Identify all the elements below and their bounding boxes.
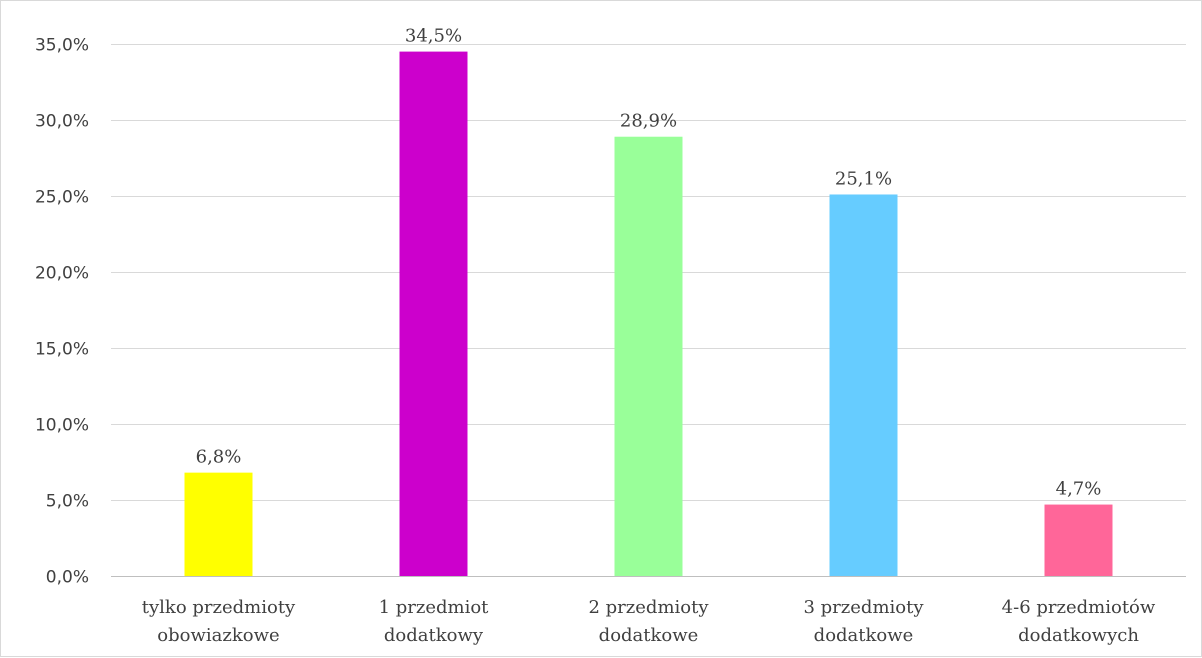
x-category-label: dodatkowy: [384, 625, 484, 646]
bar: [614, 136, 683, 576]
y-tick-label: 25,0%: [35, 188, 89, 208]
data-label: 34,5%: [405, 26, 462, 47]
y-tick-label: 30,0%: [35, 112, 89, 132]
x-category-label: obowiazkowe: [157, 625, 279, 646]
data-label: 6,8%: [196, 447, 242, 468]
x-category-label: dodatkowe: [599, 625, 699, 646]
data-label: 25,1%: [835, 168, 892, 189]
y-axis-ticks: 0,0% 5,0% 10,0% 15,0% 20,0% 25,0% 30,0% 35,0%: [35, 36, 89, 588]
bars: [184, 51, 1113, 577]
y-tick-label: 5,0%: [46, 492, 89, 512]
data-label: 4,7%: [1056, 479, 1102, 500]
bar: [399, 51, 468, 577]
y-tick-label: 15,0%: [35, 340, 89, 360]
bar: [184, 472, 253, 576]
data-labels: 6,8% 34,5% 28,9% 25,1% 4,7%: [196, 26, 1102, 500]
data-label: 28,9%: [620, 111, 677, 132]
x-category-label: 1 przedmiot: [379, 597, 490, 618]
x-category-label: dodatkowych: [1018, 625, 1139, 646]
x-category-label: tylko przedmioty: [142, 597, 296, 618]
x-category-label: 3 przedmioty: [803, 597, 924, 618]
y-tick-label: 35,0%: [35, 36, 89, 56]
y-tick-label: 10,0%: [35, 416, 89, 436]
y-tick-label: 20,0%: [35, 264, 89, 284]
x-category-label: 4-6 przedmiotów: [1002, 597, 1156, 618]
x-axis-categories: tylko przedmioty obowiazkowe 1 przedmiot do…: [142, 597, 1156, 646]
x-category-label: dodatkowe: [814, 625, 914, 646]
bar: [1044, 504, 1113, 576]
y-tick-label: 0,0%: [46, 568, 89, 588]
bar: [829, 194, 898, 577]
x-category-label: 2 przedmioty: [588, 597, 709, 618]
